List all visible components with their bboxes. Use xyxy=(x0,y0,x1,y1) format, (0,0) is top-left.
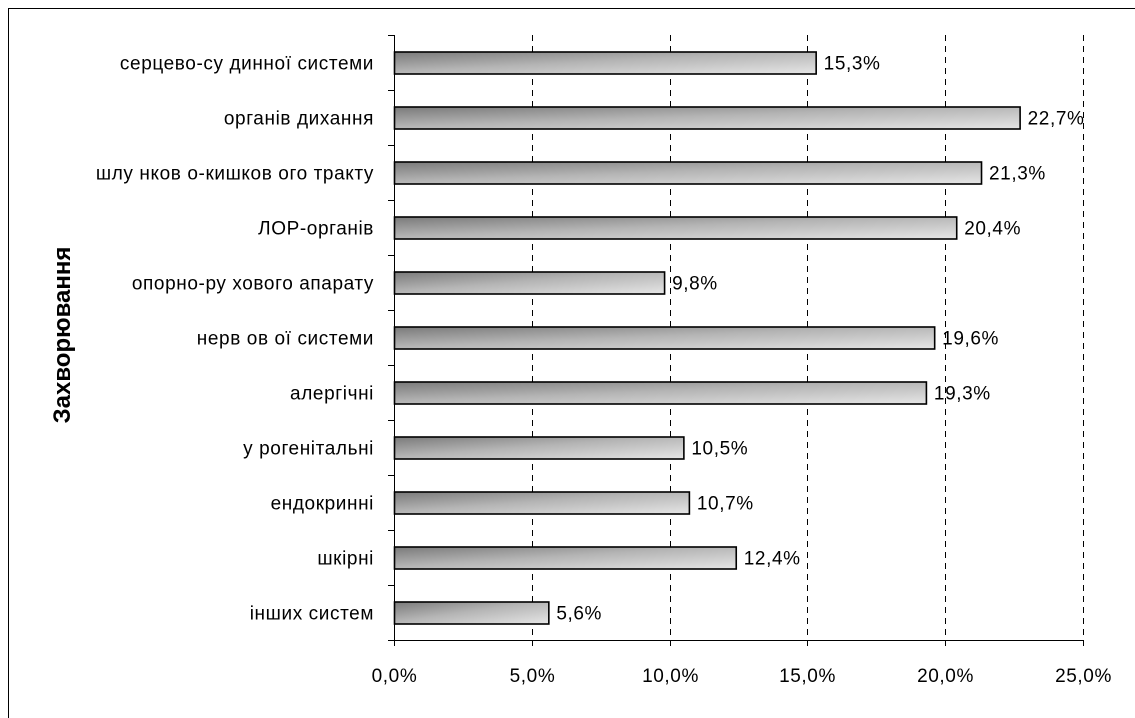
data-label: 9,8% xyxy=(672,274,718,295)
x-tick-label: 10,0% xyxy=(642,666,699,687)
data-label: 15,3% xyxy=(824,54,881,75)
category-label: у рогенітальні xyxy=(243,439,374,460)
data-label: 21,3% xyxy=(989,164,1046,185)
chart-border xyxy=(8,8,1135,718)
data-label: 20,4% xyxy=(964,219,1021,240)
bar xyxy=(393,546,738,570)
category-label: алергічні xyxy=(290,384,374,405)
data-label: 12,4% xyxy=(744,549,801,570)
bar xyxy=(393,491,691,515)
category-label: шлу нков о-кишков ого тракту xyxy=(96,164,374,185)
x-tick-label: 25,0% xyxy=(1055,666,1112,687)
data-label: 10,7% xyxy=(697,494,754,515)
category-label: серцево-су динної системи xyxy=(120,54,374,75)
bar xyxy=(393,436,685,460)
data-label: 10,5% xyxy=(691,439,748,460)
bar xyxy=(393,106,1021,130)
x-tick-label: 0,0% xyxy=(372,666,418,687)
bar xyxy=(393,381,928,405)
category-label: шкірні xyxy=(317,549,374,570)
category-label: опорно-ру хового апарату xyxy=(132,274,374,295)
bar xyxy=(393,601,550,625)
category-label: нерв ов ої системи xyxy=(197,329,374,350)
x-tick-label: 15,0% xyxy=(779,666,836,687)
bar xyxy=(393,326,936,350)
data-label: 19,6% xyxy=(942,329,999,350)
x-tick-label: 5,0% xyxy=(510,666,556,687)
category-label: ЛОР-органів xyxy=(258,219,374,240)
bar xyxy=(393,216,958,240)
bar xyxy=(393,51,817,75)
data-label: 22,7% xyxy=(1028,109,1085,130)
y-axis-title: Захворювання xyxy=(49,247,76,424)
labels: 0,0% 5,0% 10,0% 15,0% 20,0% 25,0% серцево-су д… xyxy=(96,54,1112,688)
bars xyxy=(393,51,1021,625)
bar xyxy=(393,161,983,185)
data-label: 19,3% xyxy=(934,384,991,405)
data-label: 5,6% xyxy=(556,604,602,625)
x-tick-label: 20,0% xyxy=(917,666,974,687)
category-label: органів дихання xyxy=(224,109,374,130)
bar xyxy=(393,271,666,295)
category-label: ендокринні xyxy=(271,494,374,515)
category-label: інших систем xyxy=(250,604,374,625)
